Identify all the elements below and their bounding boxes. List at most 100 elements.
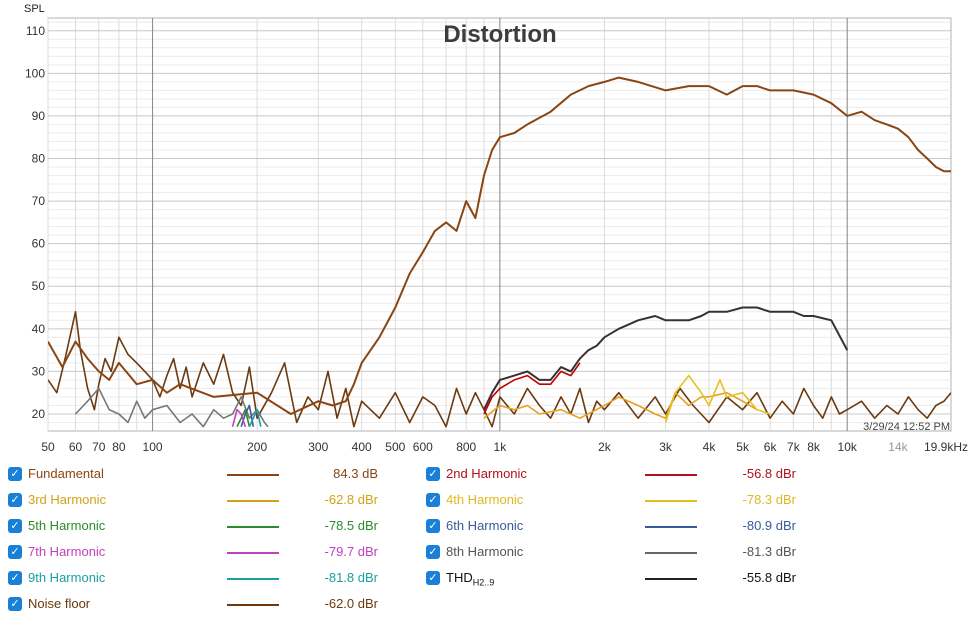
x-tick-label: 3k (659, 440, 673, 454)
y-tick-label: 90 (32, 109, 46, 123)
checkbox-noise-floor[interactable]: ✓ (8, 597, 22, 611)
x-tick-label: 10k (838, 440, 858, 454)
legend-label-3rd-harmonic: 3rd Harmonic (28, 492, 107, 507)
series-line-7th-harmonic (231, 408, 247, 427)
legend-label-4th-harmonic: 4th Harmonic (446, 492, 524, 507)
legend-item-7th-harmonic[interactable]: ✓ 7th Harmonic -79.7 dBr (8, 542, 388, 562)
legend-swatch-fundamental (227, 474, 279, 476)
x-tick-label: 100 (143, 440, 163, 454)
checkbox-2nd-harmonic[interactable]: ✓ (426, 467, 440, 481)
legend-item-6th-harmonic[interactable]: ✓ 6th Harmonic -80.9 dBr (426, 516, 806, 536)
y-tick-label: 30 (32, 364, 46, 378)
y-tick-label: 110 (26, 24, 45, 38)
series-line-thd (483, 306, 849, 411)
checkbox-7th-harmonic[interactable]: ✓ (8, 545, 22, 559)
legend-value-2nd-harmonic: -56.8 dBr (742, 466, 796, 481)
legend-item-4th-harmonic[interactable]: ✓ 4th Harmonic -78.3 dBr (426, 490, 806, 510)
legend: ✓ Fundamental 84.3 dB ✓ 3rd Harmonic -62… (0, 462, 976, 620)
legend-swatch-3rd-harmonic (227, 500, 279, 502)
y-tick-label: 70 (32, 194, 46, 208)
checkbox-5th-harmonic[interactable]: ✓ (8, 519, 22, 533)
legend-value-noise-floor: -62.0 dBr (324, 596, 378, 611)
legend-label-noise-floor: Noise floor (28, 596, 91, 611)
x-tick-label: 80 (112, 440, 126, 454)
x-tick-label: 600 (413, 440, 433, 454)
legend-label-9th-harmonic: 9th Harmonic (28, 570, 106, 585)
series-line-4th-harmonic (664, 374, 771, 423)
x-tick-label: 50 (41, 440, 55, 454)
legend-swatch-8th-harmonic (645, 552, 697, 554)
checkbox-9th-harmonic[interactable]: ✓ (8, 571, 22, 585)
series-line-9th-harmonic (248, 408, 262, 428)
legend-label-fundamental: Fundamental (28, 466, 104, 481)
y-tick-label: 60 (32, 237, 46, 251)
legend-item-noise-floor[interactable]: ✓ Noise floor -62.0 dBr (8, 594, 388, 614)
legend-swatch-5th-harmonic (227, 526, 279, 528)
y-tick-label: 100 (25, 66, 45, 80)
x-tick-label: 2k (598, 440, 612, 454)
y-tick-label: 20 (32, 407, 46, 421)
legend-value-4th-harmonic: -78.3 dBr (742, 492, 796, 507)
legend-value-thd: -55.8 dBr (742, 570, 796, 585)
legend-value-7th-harmonic: -79.7 dBr (324, 544, 378, 559)
legend-item-fundamental[interactable]: ✓ Fundamental 84.3 dB (8, 464, 388, 484)
legend-label-thd: THDH2..9 (446, 570, 494, 588)
y-axis-label: SPL (24, 3, 45, 15)
legend-value-5th-harmonic: -78.5 dBr (324, 518, 378, 533)
checkbox-6th-harmonic[interactable]: ✓ (426, 519, 440, 533)
checkbox-8th-harmonic[interactable]: ✓ (426, 545, 440, 559)
x-tick-label: 8k (807, 440, 821, 454)
x-tick-label: 5k (736, 440, 750, 454)
y-tick-label: 40 (32, 322, 46, 336)
x-tick-label: 70 (92, 440, 106, 454)
y-tick-label: 80 (32, 152, 46, 166)
legend-value-fundamental: 84.3 dB (333, 466, 378, 481)
checkbox-thd[interactable]: ✓ (426, 571, 440, 585)
distortion-chart: 20 30 40 50 60 70 80 90 100 110 50 60 70 80 100 200 300 4… (24, 3, 968, 454)
legend-value-3rd-harmonic: -62.8 dBr (324, 492, 378, 507)
legend-item-5th-harmonic[interactable]: ✓ 5th Harmonic -78.5 dBr (8, 516, 388, 536)
legend-item-2nd-harmonic[interactable]: ✓ 2nd Harmonic -56.8 dBr (426, 464, 806, 484)
legend-item-8th-harmonic[interactable]: ✓ 8th Harmonic -81.3 dBr (426, 542, 806, 562)
checkbox-3rd-harmonic[interactable]: ✓ (8, 493, 22, 507)
checkbox-4th-harmonic[interactable]: ✓ (426, 493, 440, 507)
x-tick-label: 19.9kHz (924, 440, 968, 454)
x-tick-label: 7k (787, 440, 801, 454)
x-tick-label: 60 (69, 440, 83, 454)
x-tick-label: 800 (456, 440, 476, 454)
checkbox-fundamental[interactable]: ✓ (8, 467, 22, 481)
x-tick-label: 500 (385, 440, 405, 454)
timestamp-label: 3/29/24 12:52 PM (863, 421, 950, 433)
legend-item-9th-harmonic[interactable]: ✓ 9th Harmonic -81.8 dBr (8, 568, 388, 588)
x-tick-label: 400 (352, 440, 372, 454)
series-line-5th-harmonic (236, 408, 251, 428)
x-tick-label: 14k (888, 440, 908, 454)
legend-swatch-noise-floor (227, 604, 279, 606)
legend-label-5th-harmonic: 5th Harmonic (28, 518, 106, 533)
legend-label-2nd-harmonic: 2nd Harmonic (446, 466, 527, 481)
x-tick-label: 4k (703, 440, 717, 454)
series-line-fundamental (48, 76, 951, 415)
legend-value-6th-harmonic: -80.9 dBr (742, 518, 796, 533)
thd-label-main: THD (446, 570, 473, 585)
legend-value-9th-harmonic: -81.8 dBr (324, 570, 378, 585)
x-tick-label: 200 (247, 440, 267, 454)
legend-label-6th-harmonic: 6th Harmonic (446, 518, 524, 533)
legend-label-7th-harmonic: 7th Harmonic (28, 544, 106, 559)
series-line-noise-floor (48, 311, 951, 428)
y-tick-label: 50 (32, 279, 46, 293)
x-tick-label: 300 (308, 440, 328, 454)
series-line-3rd-harmonic (483, 391, 758, 419)
legend-swatch-2nd-harmonic (645, 474, 697, 476)
legend-value-8th-harmonic: -81.3 dBr (742, 544, 796, 559)
legend-label-8th-harmonic: 8th Harmonic (446, 544, 524, 559)
legend-item-3rd-harmonic[interactable]: ✓ 3rd Harmonic -62.8 dBr (8, 490, 388, 510)
x-tick-label: 6k (764, 440, 778, 454)
legend-swatch-9th-harmonic (227, 578, 279, 580)
thd-label-sub: H2..9 (472, 577, 495, 588)
chart-title: Distortion (443, 21, 556, 48)
legend-swatch-6th-harmonic (645, 526, 697, 528)
legend-swatch-4th-harmonic (645, 500, 697, 502)
legend-item-thd[interactable]: ✓ THDH2..9 -55.8 dBr (426, 568, 806, 588)
legend-swatch-thd (645, 578, 697, 580)
